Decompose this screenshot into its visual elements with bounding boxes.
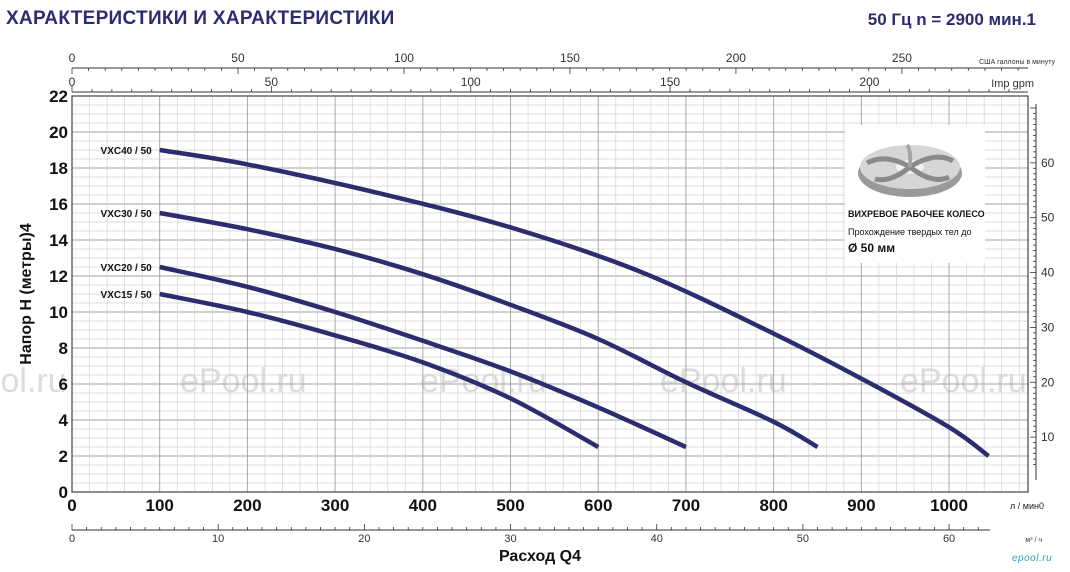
x-tick-label: 200 xyxy=(233,496,261,515)
ft-tick-label: 60 xyxy=(1041,156,1055,170)
x-tick-label: 800 xyxy=(759,496,787,515)
x-tick-label: 900 xyxy=(847,496,875,515)
x-unit-label: л / мин0 xyxy=(1010,501,1044,511)
x-tick-label: 400 xyxy=(409,496,437,515)
m3h-tick-label: 30 xyxy=(504,533,516,545)
vortex-impeller-icon xyxy=(858,143,962,197)
series-line xyxy=(159,264,687,450)
series-line xyxy=(159,147,990,458)
x-tick-label: 700 xyxy=(672,496,700,515)
series-1 xyxy=(159,210,819,449)
m3h-tick-label: 50 xyxy=(797,533,809,545)
impeller-caption-text: Прохождение твердых тел до xyxy=(848,227,972,237)
imp-gpm-tick-label: 0 xyxy=(69,75,76,89)
m3h-tick-label: 0 xyxy=(69,533,75,545)
watermark-text: ePool.ru xyxy=(900,362,1027,400)
y-tick-label: 2 xyxy=(59,447,68,466)
brand-logo: epool.ru xyxy=(1012,553,1053,564)
frequency-label: 50 Гц n = 2900 мин.1 xyxy=(867,10,1036,29)
y-tick-label: 20 xyxy=(49,123,68,142)
m3h-tick-label: 20 xyxy=(358,533,370,545)
y-tick-label: 10 xyxy=(49,303,68,322)
y-tick-label: 12 xyxy=(49,267,68,286)
y-tick-label: 0 xyxy=(59,483,68,502)
series-line xyxy=(159,210,819,449)
us-gpm-tick-label: 150 xyxy=(560,51,580,65)
series-line xyxy=(159,291,600,449)
ft-tick-label: 10 xyxy=(1041,430,1055,444)
impeller-caption-title: ВИХРЕВОЕ РАБОЧЕЕ КОЛЕСО xyxy=(848,209,985,219)
imp-gpm-tick-label: 150 xyxy=(660,75,680,89)
imp-gpm-tick-label: 200 xyxy=(859,75,879,89)
us-gpm-tick-label: 250 xyxy=(892,51,912,65)
ft-tick-label: 20 xyxy=(1041,375,1055,389)
us-gpm-unit-label: США галлоны в минуту xyxy=(979,59,1055,66)
series-label: VXC15 / 50 xyxy=(101,290,153,301)
series-label: VXC40 / 50 xyxy=(101,146,153,157)
y-tick-label: 14 xyxy=(49,231,68,250)
series-label: VXC20 / 50 xyxy=(101,263,153,274)
series-2 xyxy=(159,264,687,450)
series-3 xyxy=(159,291,600,449)
x-tick-label: 600 xyxy=(584,496,612,515)
y-tick-label: 6 xyxy=(59,375,68,394)
chart-title: ХАРАКТЕРИСТИКИ И ХАРАКТЕРИСТИКИ xyxy=(6,8,395,29)
imp-gpm-unit-label: Imp gpm xyxy=(991,78,1034,90)
y-tick-label: 4 xyxy=(59,411,69,430)
impeller-caption-size: Ø 50 мм xyxy=(848,241,896,255)
y-axis-title: Напор Н (метры)4 xyxy=(18,223,35,365)
imp-gpm-tick-label: 100 xyxy=(461,75,481,89)
m3h-tick-label: 10 xyxy=(212,533,224,545)
m3h-unit-label: м³ / ч xyxy=(1025,537,1042,544)
series-0 xyxy=(159,147,990,458)
ft-tick-label: 40 xyxy=(1041,266,1055,280)
us-gpm-tick-label: 200 xyxy=(726,51,746,65)
ft-tick-label: 50 xyxy=(1041,211,1055,225)
x-tick-label: 500 xyxy=(496,496,524,515)
series-label: VXC30 / 50 xyxy=(101,209,153,220)
x-axis-title: Расход Q4 xyxy=(499,548,581,565)
y-tick-label: 22 xyxy=(49,87,68,106)
x-tick-label: 300 xyxy=(321,496,349,515)
x-tick-label: 1000 xyxy=(930,496,968,515)
y-tick-label: 16 xyxy=(49,195,68,214)
x-tick-label: 0 xyxy=(67,496,76,515)
y-tick-label: 8 xyxy=(59,339,68,358)
watermark-text: ePool.ru xyxy=(180,362,307,400)
x-tick-label: 100 xyxy=(146,496,174,515)
us-gpm-tick-label: 100 xyxy=(394,51,414,65)
imp-gpm-tick-label: 50 xyxy=(265,75,279,89)
m3h-tick-label: 60 xyxy=(943,533,955,545)
plot-frame xyxy=(71,95,1029,493)
m3h-tick-label: 40 xyxy=(651,533,663,545)
y-tick-label: 18 xyxy=(49,159,68,178)
ft-tick-label: 30 xyxy=(1041,320,1055,334)
impeller-inset: ВИХРЕВОЕ РАБОЧЕЕ КОЛЕСО Прохождение твер… xyxy=(845,125,985,263)
us-gpm-tick-label: 50 xyxy=(231,51,245,65)
us-gpm-tick-label: 0 xyxy=(69,51,76,65)
watermark-text: ePool.ru xyxy=(0,362,67,400)
